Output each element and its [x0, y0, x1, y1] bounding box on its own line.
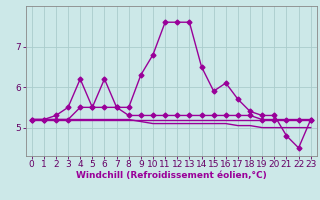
X-axis label: Windchill (Refroidissement éolien,°C): Windchill (Refroidissement éolien,°C)	[76, 171, 267, 180]
